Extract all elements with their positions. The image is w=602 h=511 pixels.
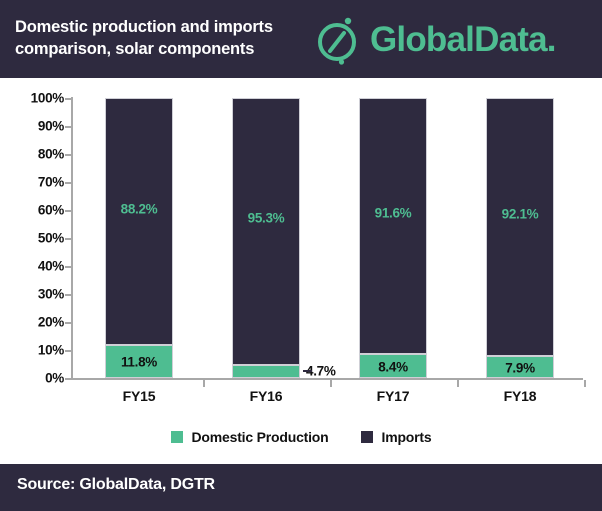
bar-label-imports: 92.1%	[501, 206, 539, 222]
y-axis-line	[71, 97, 73, 379]
y-axis-tick-label: 70%	[37, 174, 64, 190]
bar-label-domestic: 7.9%	[505, 360, 535, 376]
y-axis-tick-mark	[65, 210, 72, 212]
y-axis-tick-label: 10%	[37, 342, 64, 358]
x-axis-tick-mark	[457, 380, 459, 387]
legend-swatch-icon	[170, 431, 183, 443]
bar-label-imports: 91.6%	[374, 205, 412, 221]
legend-swatch-icon	[360, 431, 373, 443]
legend-label: Domestic Production	[191, 429, 329, 445]
x-axis-category-label: FY18	[503, 388, 537, 404]
bar-label-domestic: 4.7%	[306, 363, 336, 379]
bar-segment-imports[interactable]	[232, 98, 300, 365]
y-axis-tick-mark	[65, 378, 72, 380]
y-axis-tick-label: 20%	[37, 314, 64, 330]
header-banner: Domestic production and imports comparis…	[0, 0, 602, 78]
bar-label-imports: 95.3%	[247, 210, 285, 226]
source-text: Source: GlobalData, DGTR	[17, 476, 215, 493]
y-axis-tick-mark	[65, 266, 72, 268]
y-axis-tick-mark	[65, 182, 72, 184]
bar-group[interactable]: 88.2% 11.8%	[105, 78, 173, 455]
chart-area: 100% 90% 80% 70% 60% 50% 40% 30% 20% 10% 0% 88.2% 1…	[0, 78, 602, 455]
y-axis-tick-label: 60%	[37, 202, 64, 218]
bar-group[interactable]: 91.6% 8.4%	[359, 78, 427, 455]
plot-region: 88.2% 11.8% FY15 95.3% 4.7% FY16 91.6% 8.4% FY17…	[0, 78, 602, 455]
bar-segment-imports[interactable]	[486, 98, 554, 356]
x-axis-tick-mark	[584, 380, 586, 387]
bar-segment-domestic[interactable]	[232, 364, 300, 378]
y-axis-tick-label: 80%	[37, 146, 64, 162]
bar-label-domestic: 8.4%	[378, 359, 408, 375]
x-axis-line	[71, 378, 583, 380]
bar-group[interactable]: 95.3% 4.7%	[232, 78, 336, 455]
y-axis-tick-mark	[65, 350, 72, 352]
y-axis-tick-mark	[65, 154, 72, 156]
y-axis-tick-mark	[65, 98, 72, 100]
page-title-line-2: comparison, solar components	[15, 40, 255, 58]
footer-divider	[0, 455, 602, 464]
circle-slash-logo-icon	[318, 17, 356, 65]
bar-segment-imports[interactable]	[105, 98, 173, 345]
chart-legend: Domestic Production Imports	[0, 422, 602, 452]
legend-item[interactable]: Imports	[360, 429, 432, 445]
page-title: Domestic production and imports comparis…	[15, 16, 315, 60]
legend-item[interactable]: Domestic Production	[170, 429, 329, 445]
y-axis-tick-mark	[65, 294, 72, 296]
bar-segment-domestic[interactable]	[486, 355, 554, 378]
y-axis-tick-mark	[65, 238, 72, 240]
y-axis-tick-mark	[65, 322, 72, 324]
x-axis-tick-mark	[203, 380, 205, 387]
brand-logo: GlobalData.	[312, 13, 592, 67]
x-axis-category-label: FY16	[249, 388, 283, 404]
bar-segment-domestic[interactable]	[359, 354, 427, 378]
bar-segment-domestic[interactable]	[105, 344, 173, 378]
y-axis-tick-label: 30%	[37, 286, 64, 302]
y-axis-tick-label: 50%	[37, 230, 64, 246]
bar-label-domestic: 11.8%	[120, 354, 158, 370]
label-leader-line	[303, 370, 312, 373]
bar-label-imports: 88.2%	[120, 201, 158, 217]
y-axis-tick-mark	[65, 126, 72, 128]
y-axis-tick-label: 100%	[30, 90, 65, 106]
footer-banner: Source: GlobalData, DGTR	[0, 464, 602, 511]
legend-label: Imports	[381, 429, 432, 445]
bar-group[interactable]: 92.1% 7.9%	[486, 78, 554, 455]
x-axis-category-label: FY17	[376, 388, 410, 404]
y-axis-tick-label: 40%	[37, 258, 64, 274]
y-axis: 100% 90% 80% 70% 60% 50% 40% 30% 20% 10% 0%	[0, 78, 65, 455]
x-axis-tick-mark	[330, 380, 332, 387]
bar-segment-imports[interactable]	[359, 98, 427, 355]
page-title-line-1: Domestic production and imports	[15, 18, 273, 36]
y-axis-tick-label: 0%	[45, 370, 64, 386]
y-axis-tick-label: 90%	[37, 118, 64, 134]
brand-wordmark: GlobalData.	[370, 20, 556, 59]
x-axis-category-label: FY15	[122, 388, 156, 404]
